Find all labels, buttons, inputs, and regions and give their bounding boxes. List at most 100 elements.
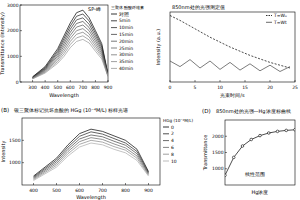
series-line	[225, 130, 295, 176]
series-line	[34, 138, 149, 179]
legend-label: T=Wt	[273, 20, 287, 25]
legend-label: T=W₀	[273, 13, 287, 18]
x-tick	[270, 80, 271, 82]
x-tick-label: 20	[267, 85, 273, 90]
y-tick	[225, 152, 227, 153]
legend-swatch	[111, 61, 117, 62]
panel-label: (D)	[202, 108, 211, 114]
legend-label: 4	[171, 138, 174, 143]
legend-label: 5min	[119, 18, 130, 23]
y-tick-label: 1500	[212, 150, 224, 155]
chart: 40050060070080090010001500HGg (10⁻⁴M/L)0…	[0, 107, 194, 200]
series-line	[33, 39, 108, 79]
legend-label: 6	[171, 145, 174, 150]
legend-swatch	[111, 14, 117, 15]
x-tick-label: 25	[292, 85, 298, 90]
x-tick	[220, 80, 221, 82]
y-tick-label: 1000	[9, 160, 21, 165]
x-tick-label: 600	[75, 188, 84, 193]
x-tick-label: 800	[91, 85, 100, 90]
legend-label: 8	[171, 152, 174, 157]
legend-swatch	[163, 161, 169, 162]
legend-swatch	[111, 41, 117, 42]
series-line	[170, 60, 290, 72]
point	[294, 128, 295, 131]
y-tick-label: 1000	[7, 54, 19, 59]
x-axis-label: Wavelength	[76, 194, 106, 200]
x-tick	[245, 80, 246, 82]
legend-swatch	[163, 154, 169, 155]
x-tick-label: 700	[98, 188, 107, 193]
x-tick-label: 500	[53, 85, 62, 90]
x-tick	[56, 183, 57, 185]
x-tick-label: 300	[28, 85, 37, 90]
legend-label: 25min	[119, 46, 133, 51]
x-tick	[148, 183, 149, 185]
series-line	[34, 140, 149, 179]
point	[267, 132, 270, 135]
legend-label: 2	[171, 131, 174, 136]
point	[232, 156, 235, 159]
y-tick	[22, 140, 24, 141]
x-tick-label: 600	[66, 85, 75, 90]
x-tick-label: 0	[169, 85, 172, 90]
x-tick	[295, 80, 296, 82]
legend-swatch	[111, 68, 117, 69]
x-tick	[108, 80, 109, 82]
legend-swatch	[266, 15, 272, 16]
x-tick-label: 800	[121, 188, 130, 193]
x-tick	[82, 80, 83, 82]
legend-label: 30min	[119, 52, 133, 57]
series-line	[170, 16, 290, 69]
point	[285, 129, 288, 132]
annotation: 线性范围	[245, 171, 265, 177]
x-tick-label: 400	[29, 188, 38, 193]
x-tick-label: 5	[194, 85, 197, 90]
series-line	[33, 32, 108, 78]
x-tick	[45, 80, 46, 82]
chart-title: 850nm处的光强测定值	[172, 4, 225, 10]
series-line	[33, 21, 108, 77]
x-tick	[95, 80, 96, 82]
x-tick-label: 15	[242, 85, 248, 90]
y-tick	[225, 168, 227, 169]
plot-frame	[225, 120, 295, 185]
x-tick-label: 900	[144, 188, 153, 193]
y-tick	[22, 162, 24, 163]
y-tick-label: 2000	[212, 134, 224, 139]
legend-swatch	[111, 48, 117, 49]
y-tick-label: 1500	[9, 138, 21, 143]
panel-label: (B)	[1, 107, 9, 113]
y-tick-label: 2000	[7, 28, 19, 33]
x-tick-label: 500	[52, 188, 61, 193]
point	[250, 138, 253, 141]
legend-swatch	[266, 22, 272, 23]
x-tick	[33, 183, 34, 185]
legend-swatch	[163, 140, 169, 141]
legend-swatch	[163, 127, 169, 128]
chart: 0510152025T=W₀T=Wt光束时间/sIntensity (a.u.)…	[155, 4, 298, 98]
x-axis-label: Wavelength	[49, 92, 79, 99]
x-tick-label: 700	[79, 85, 88, 90]
x-tick-label: 400	[41, 85, 50, 90]
point	[259, 134, 262, 137]
plot-frame	[20, 5, 108, 82]
chart: 3004005006007008009000100020003000三聚体 醋酸…	[0, 3, 144, 99]
y-axis-label: Intensity	[0, 141, 7, 163]
x-axis-label: 光束时间/s	[220, 92, 245, 98]
legend-title: HGg (10⁻⁴M/L)	[163, 118, 194, 123]
series-line	[33, 36, 108, 79]
point	[276, 130, 279, 133]
point	[225, 174, 226, 177]
series-group	[34, 129, 149, 180]
plot-frame	[22, 118, 160, 185]
legend-label: 15min	[119, 32, 133, 37]
x-tick	[102, 183, 103, 185]
legend-label: 40min	[119, 66, 133, 71]
legend-swatch	[163, 133, 169, 134]
legend-swatch	[111, 20, 117, 21]
x-tick	[57, 80, 58, 82]
chart: 100015002000Hg浓度Transmittance850nm处的光强—H…	[202, 108, 296, 196]
y-axis-label: Intensity (a.u.)	[155, 29, 162, 66]
annotation: SP-峰	[88, 6, 101, 12]
